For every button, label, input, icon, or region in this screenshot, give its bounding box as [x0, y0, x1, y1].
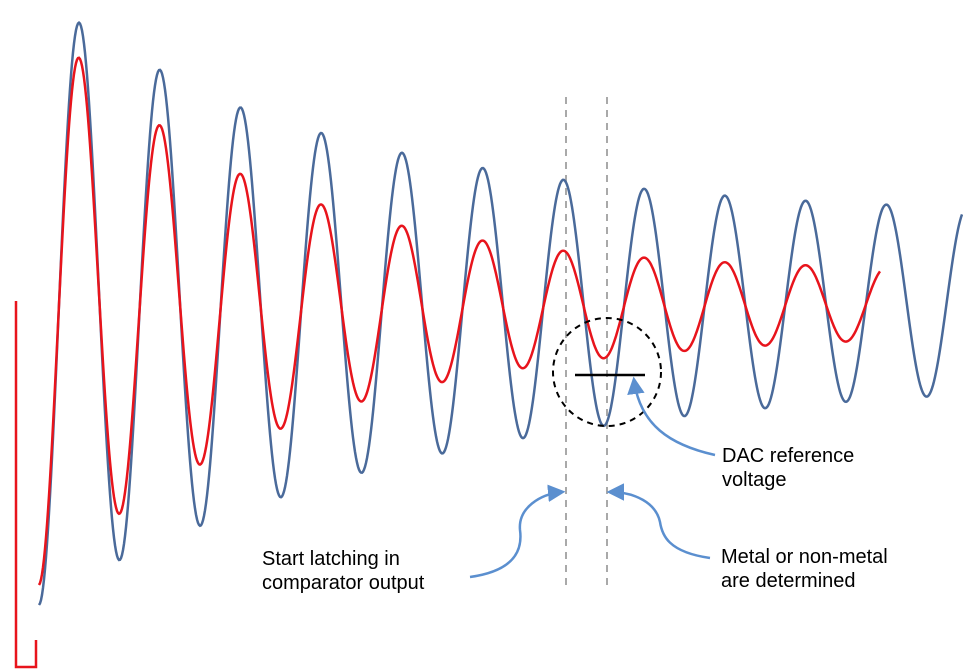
start-latching-label-line2: comparator output: [262, 572, 425, 594]
dac-reference-label-line1: DAC reference: [722, 445, 855, 467]
red-excitation-step: [14, 301, 38, 669]
blue-waveform: [37, 21, 963, 606]
dac-reference-label-line2: voltage: [722, 469, 787, 491]
arrow-icon: [469, 484, 566, 579]
metal-determined-label: Metal or non-metal are determined: [721, 545, 888, 593]
metal-determined-label-line2: are determined: [721, 570, 856, 592]
arrow-icon: [627, 376, 716, 457]
start-latching-label: Start latching in comparator output: [262, 547, 424, 595]
metal-determined-label-line1: Metal or non-metal: [721, 546, 888, 568]
red-waveform: [37, 56, 882, 586]
start-latching-label-line1: Start latching in: [262, 548, 400, 570]
arrow-icon: [606, 483, 711, 560]
dashed-circle-icon: [552, 317, 662, 427]
dac-reference-label: DAC reference voltage: [722, 444, 854, 492]
